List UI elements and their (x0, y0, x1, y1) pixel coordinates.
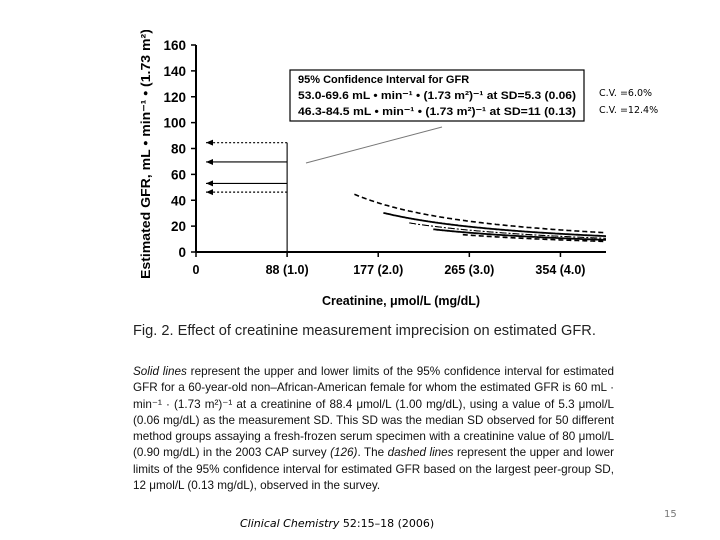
gfr-chart: 0 20 40 60 80 100 120 140 160 0 88 (1.0) 177 (2.0) 2… (139, 30, 606, 308)
y-tick-label: 120 (163, 90, 186, 105)
x-tick-label: 0 (193, 263, 200, 277)
x-tick-label: 177 (2.0) (353, 263, 403, 277)
legend-line-1: 53.0-69.6 mL • min⁻¹ • (1.73 m²)⁻¹ at SD… (298, 90, 576, 102)
series-line (433, 228, 606, 241)
cv-annotation-2: C.V. =12.4% (599, 105, 659, 116)
legend-line-2: 46.3-84.5 mL • min⁻¹ • (1.73 m²)⁻¹ at SD… (298, 106, 576, 118)
legend: 95% Confidence Interval for GFR 53.0-69.… (289, 69, 585, 122)
y-axis-title: Estimated GFR, mL • min⁻¹ • (1.73 m²)⁻¹ (139, 30, 153, 279)
citation-ref: 52:15–18 (2006) (339, 517, 435, 530)
caption-reference: (126) (330, 446, 358, 460)
y-tick-label: 160 (163, 38, 186, 53)
caption-text-2: . The (357, 446, 388, 460)
x-tick-label: 354 (4.0) (535, 263, 585, 277)
arrow-head (206, 139, 213, 146)
y-tick-label: 100 (163, 116, 186, 131)
y-tick-label: 0 (178, 245, 186, 260)
caption-text-3: represent the upper and lower limits of … (133, 446, 614, 493)
y-tick-label: 80 (171, 142, 186, 157)
y-tick-label: 60 (171, 167, 186, 182)
y-tick-label: 40 (171, 193, 186, 208)
page-number: 15 (664, 509, 677, 520)
x-tick-label: 88 (1.0) (266, 263, 309, 277)
caption-italic-dashed: dashed lines (387, 446, 454, 460)
citation: Clinical Chemistry 52:15–18 (2006) (240, 517, 434, 530)
legend-box (289, 69, 585, 122)
cv-annotation-1: C.V. =6.0% (599, 88, 653, 99)
series-line (354, 193, 606, 234)
series-line (462, 233, 606, 243)
caption-italic-solid: Solid lines (133, 365, 187, 378)
legend-title: 95% Confidence Interval for GFR (298, 74, 469, 86)
arrow-head (206, 180, 213, 187)
caption-text-1: represent the upper and lower limits of … (133, 365, 614, 460)
citation-journal: Clinical Chemistry (240, 517, 340, 530)
y-tick-label: 140 (163, 64, 186, 79)
legend-pointer-line (305, 126, 443, 164)
y-tick-label: 20 (171, 219, 186, 234)
x-axis-title: Creatinine, μmol/L (mg/dL) (322, 294, 480, 308)
x-tick-label: 265 (3.0) (444, 263, 494, 277)
series-line (383, 211, 606, 238)
arrow-head (206, 189, 213, 196)
arrow-head (206, 158, 213, 165)
figure-caption-body: Solid lines represent the upper and lowe… (133, 364, 614, 494)
figure-caption-title: Fig. 2. Effect of creatinine measurement… (133, 323, 596, 339)
